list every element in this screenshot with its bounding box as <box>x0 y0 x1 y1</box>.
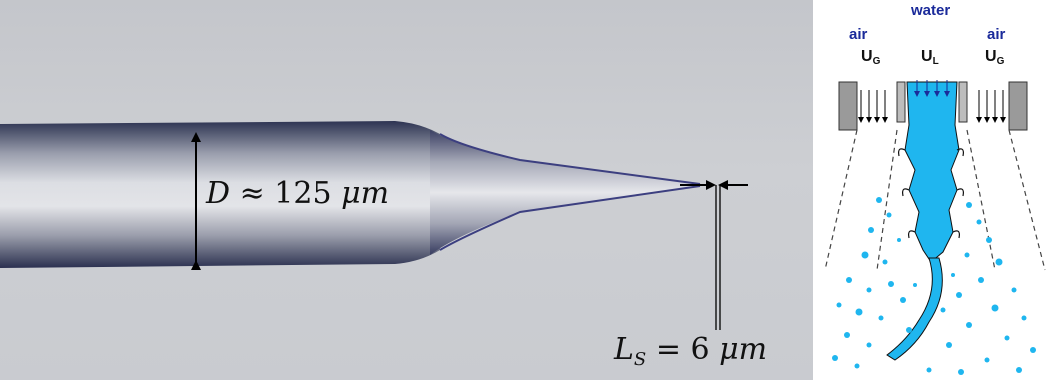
air-right-label: air <box>987 26 1006 43</box>
fiber-micrograph-panel: D ≈ 125 μm LS = 6 μm <box>0 0 813 380</box>
liquid-jet <box>904 81 960 263</box>
nozzle-right-inner <box>958 81 968 123</box>
diameter-label: D ≈ 125 μm <box>206 176 390 211</box>
gas-flow-arrows-left <box>858 90 888 123</box>
water-label: water <box>911 2 951 19</box>
air-left-label: air <box>849 26 868 43</box>
tip-length-label: LS = 6 μm <box>614 332 768 370</box>
gas-velocity-left-label: UG <box>861 48 881 67</box>
fiber-micrograph <box>0 121 748 330</box>
nozzle-left-outer <box>838 81 858 131</box>
fiber-taper-lower-edge <box>439 185 701 251</box>
atomizer-diagram-panel: water air air UG UL UG <box>819 0 1051 380</box>
nozzle-right-outer <box>1008 81 1028 131</box>
water-flow-arrows <box>914 80 950 97</box>
spray-droplets <box>832 197 1036 375</box>
fiber-taper <box>430 130 700 255</box>
nozzle-left-inner <box>896 81 906 123</box>
jet-surface-waves <box>898 148 964 239</box>
liquid-jet-tail <box>886 257 943 361</box>
fiber-shaft <box>0 121 440 268</box>
gas-velocity-right-label: UG <box>985 48 1005 67</box>
spray-cone-lines <box>824 129 1046 271</box>
gas-flow-arrows-right <box>976 90 1006 123</box>
fiber-taper-upper-edge <box>439 133 701 185</box>
atomizer-diagram <box>824 80 1046 375</box>
liquid-velocity-label: UL <box>921 48 939 67</box>
